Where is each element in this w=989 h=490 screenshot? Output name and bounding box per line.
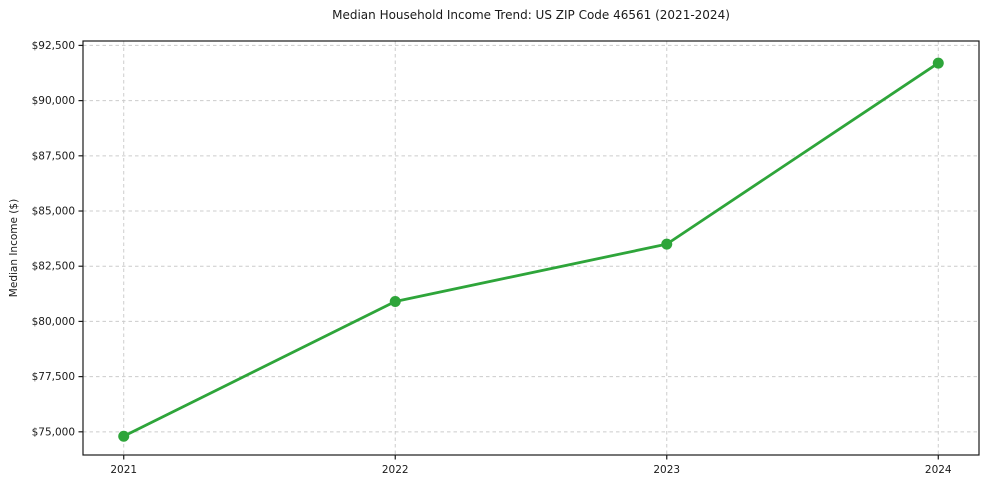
y-tick-label: $90,000	[32, 95, 75, 107]
x-tick-label: 2023	[653, 464, 680, 476]
y-tick-label: $92,500	[32, 40, 75, 52]
y-tick-label: $82,500	[32, 261, 75, 273]
y-tick-label: $80,000	[32, 316, 75, 328]
data-point	[118, 430, 130, 442]
x-tick-label: 2022	[382, 464, 409, 476]
y-tick-label: $85,000	[32, 206, 75, 218]
y-tick-label: $87,500	[32, 150, 75, 162]
y-tick-label: $77,500	[32, 371, 75, 383]
y-tick-label: $75,000	[32, 426, 75, 438]
data-point	[932, 57, 944, 69]
x-tick-label: 2024	[925, 464, 952, 476]
x-tick-label: 2021	[110, 464, 137, 476]
trend-line	[122, 61, 940, 438]
chart-title: Median Household Income Trend: US ZIP Co…	[332, 8, 730, 22]
data-point	[661, 238, 673, 250]
data-point	[389, 296, 401, 308]
axes-frame	[82, 40, 980, 456]
